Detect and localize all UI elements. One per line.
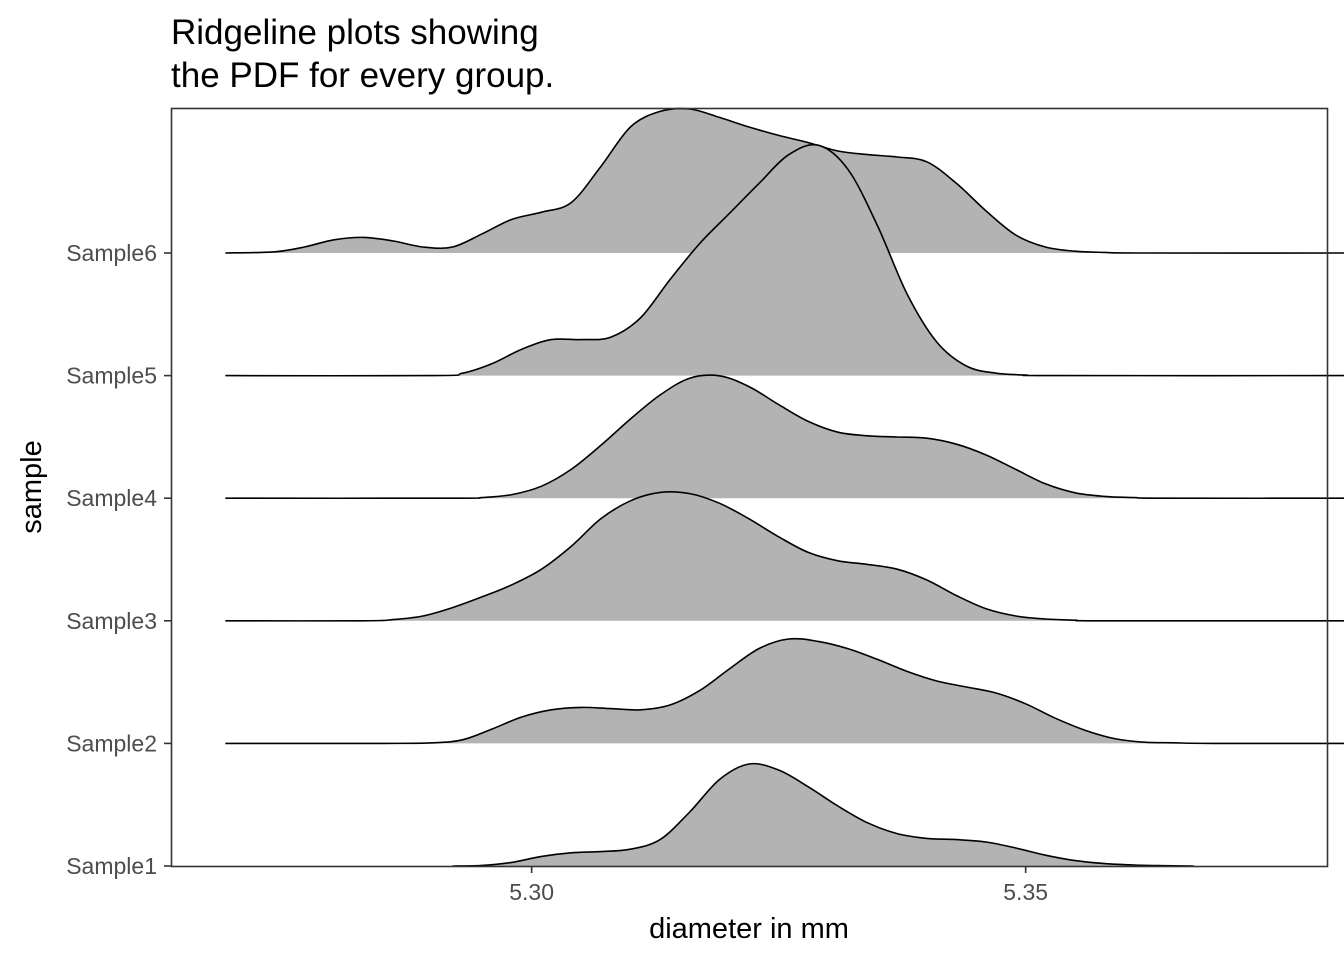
- y-tick-label-sample4: Sample4: [66, 485, 157, 511]
- ridge-line-sample3: [225, 490, 1344, 622]
- ridge-sample4: [225, 374, 1344, 500]
- ridge-sample1: [452, 762, 1194, 867]
- x-axis: 5.30 5.35: [509, 866, 1048, 905]
- ridge-line-sample5: [225, 143, 1344, 377]
- ridge-line-sample4: [225, 374, 1344, 500]
- ridge-sample5: [225, 143, 1344, 377]
- x-tick-label-5.30: 5.30: [509, 879, 554, 905]
- x-tick-label-5.35: 5.35: [1003, 879, 1048, 905]
- chart-title-line-1: Ridgeline plots showing: [171, 13, 539, 52]
- plot-panel-border: [170, 107, 1329, 868]
- y-tick-label-sample5: Sample5: [66, 363, 157, 389]
- ridgeline-series-group: [225, 107, 1344, 867]
- ridge-line-sample2: [225, 637, 1344, 745]
- ridge-sample3: [225, 490, 1344, 622]
- chart-title: Ridgeline plots showing the PDF for ever…: [171, 13, 554, 95]
- y-axis: Sample1 Sample2 Sample3 Sample4 Sample5 Sampl…: [66, 240, 171, 879]
- ridge-area-sample5: [225, 144, 1344, 376]
- ridge-area-sample2: [225, 638, 1344, 744]
- x-axis-title: diameter in mm: [649, 913, 849, 945]
- y-tick-label-sample2: Sample2: [66, 730, 157, 756]
- ridge-area-sample3: [225, 491, 1344, 621]
- chart-title-line-2: the PDF for every group.: [171, 56, 554, 95]
- y-tick-label-sample6: Sample6: [66, 240, 157, 266]
- y-axis-title: sample: [16, 440, 48, 534]
- ridge-area-sample1: [452, 763, 1194, 866]
- ridge-line-sample1: [452, 762, 1194, 867]
- ridge-line-sample6: [225, 107, 1344, 254]
- ridge-sample2: [225, 637, 1344, 745]
- y-tick-label-sample3: Sample3: [66, 608, 157, 634]
- y-tick-label-sample1: Sample1: [66, 853, 157, 879]
- ridge-area-sample4: [225, 375, 1344, 499]
